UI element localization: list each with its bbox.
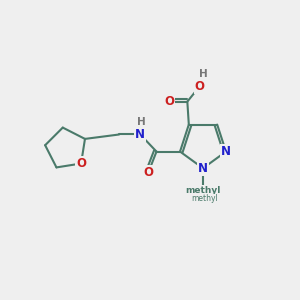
Text: methyl: methyl	[191, 194, 218, 203]
Text: O: O	[164, 95, 174, 108]
Text: O: O	[143, 166, 153, 179]
Text: O: O	[195, 80, 205, 93]
Text: N: N	[198, 162, 208, 175]
Text: H: H	[199, 69, 208, 79]
Text: H: H	[137, 117, 146, 127]
Text: O: O	[76, 157, 86, 170]
Text: N: N	[135, 128, 145, 141]
Text: N: N	[221, 145, 231, 158]
Text: methyl: methyl	[185, 186, 221, 195]
